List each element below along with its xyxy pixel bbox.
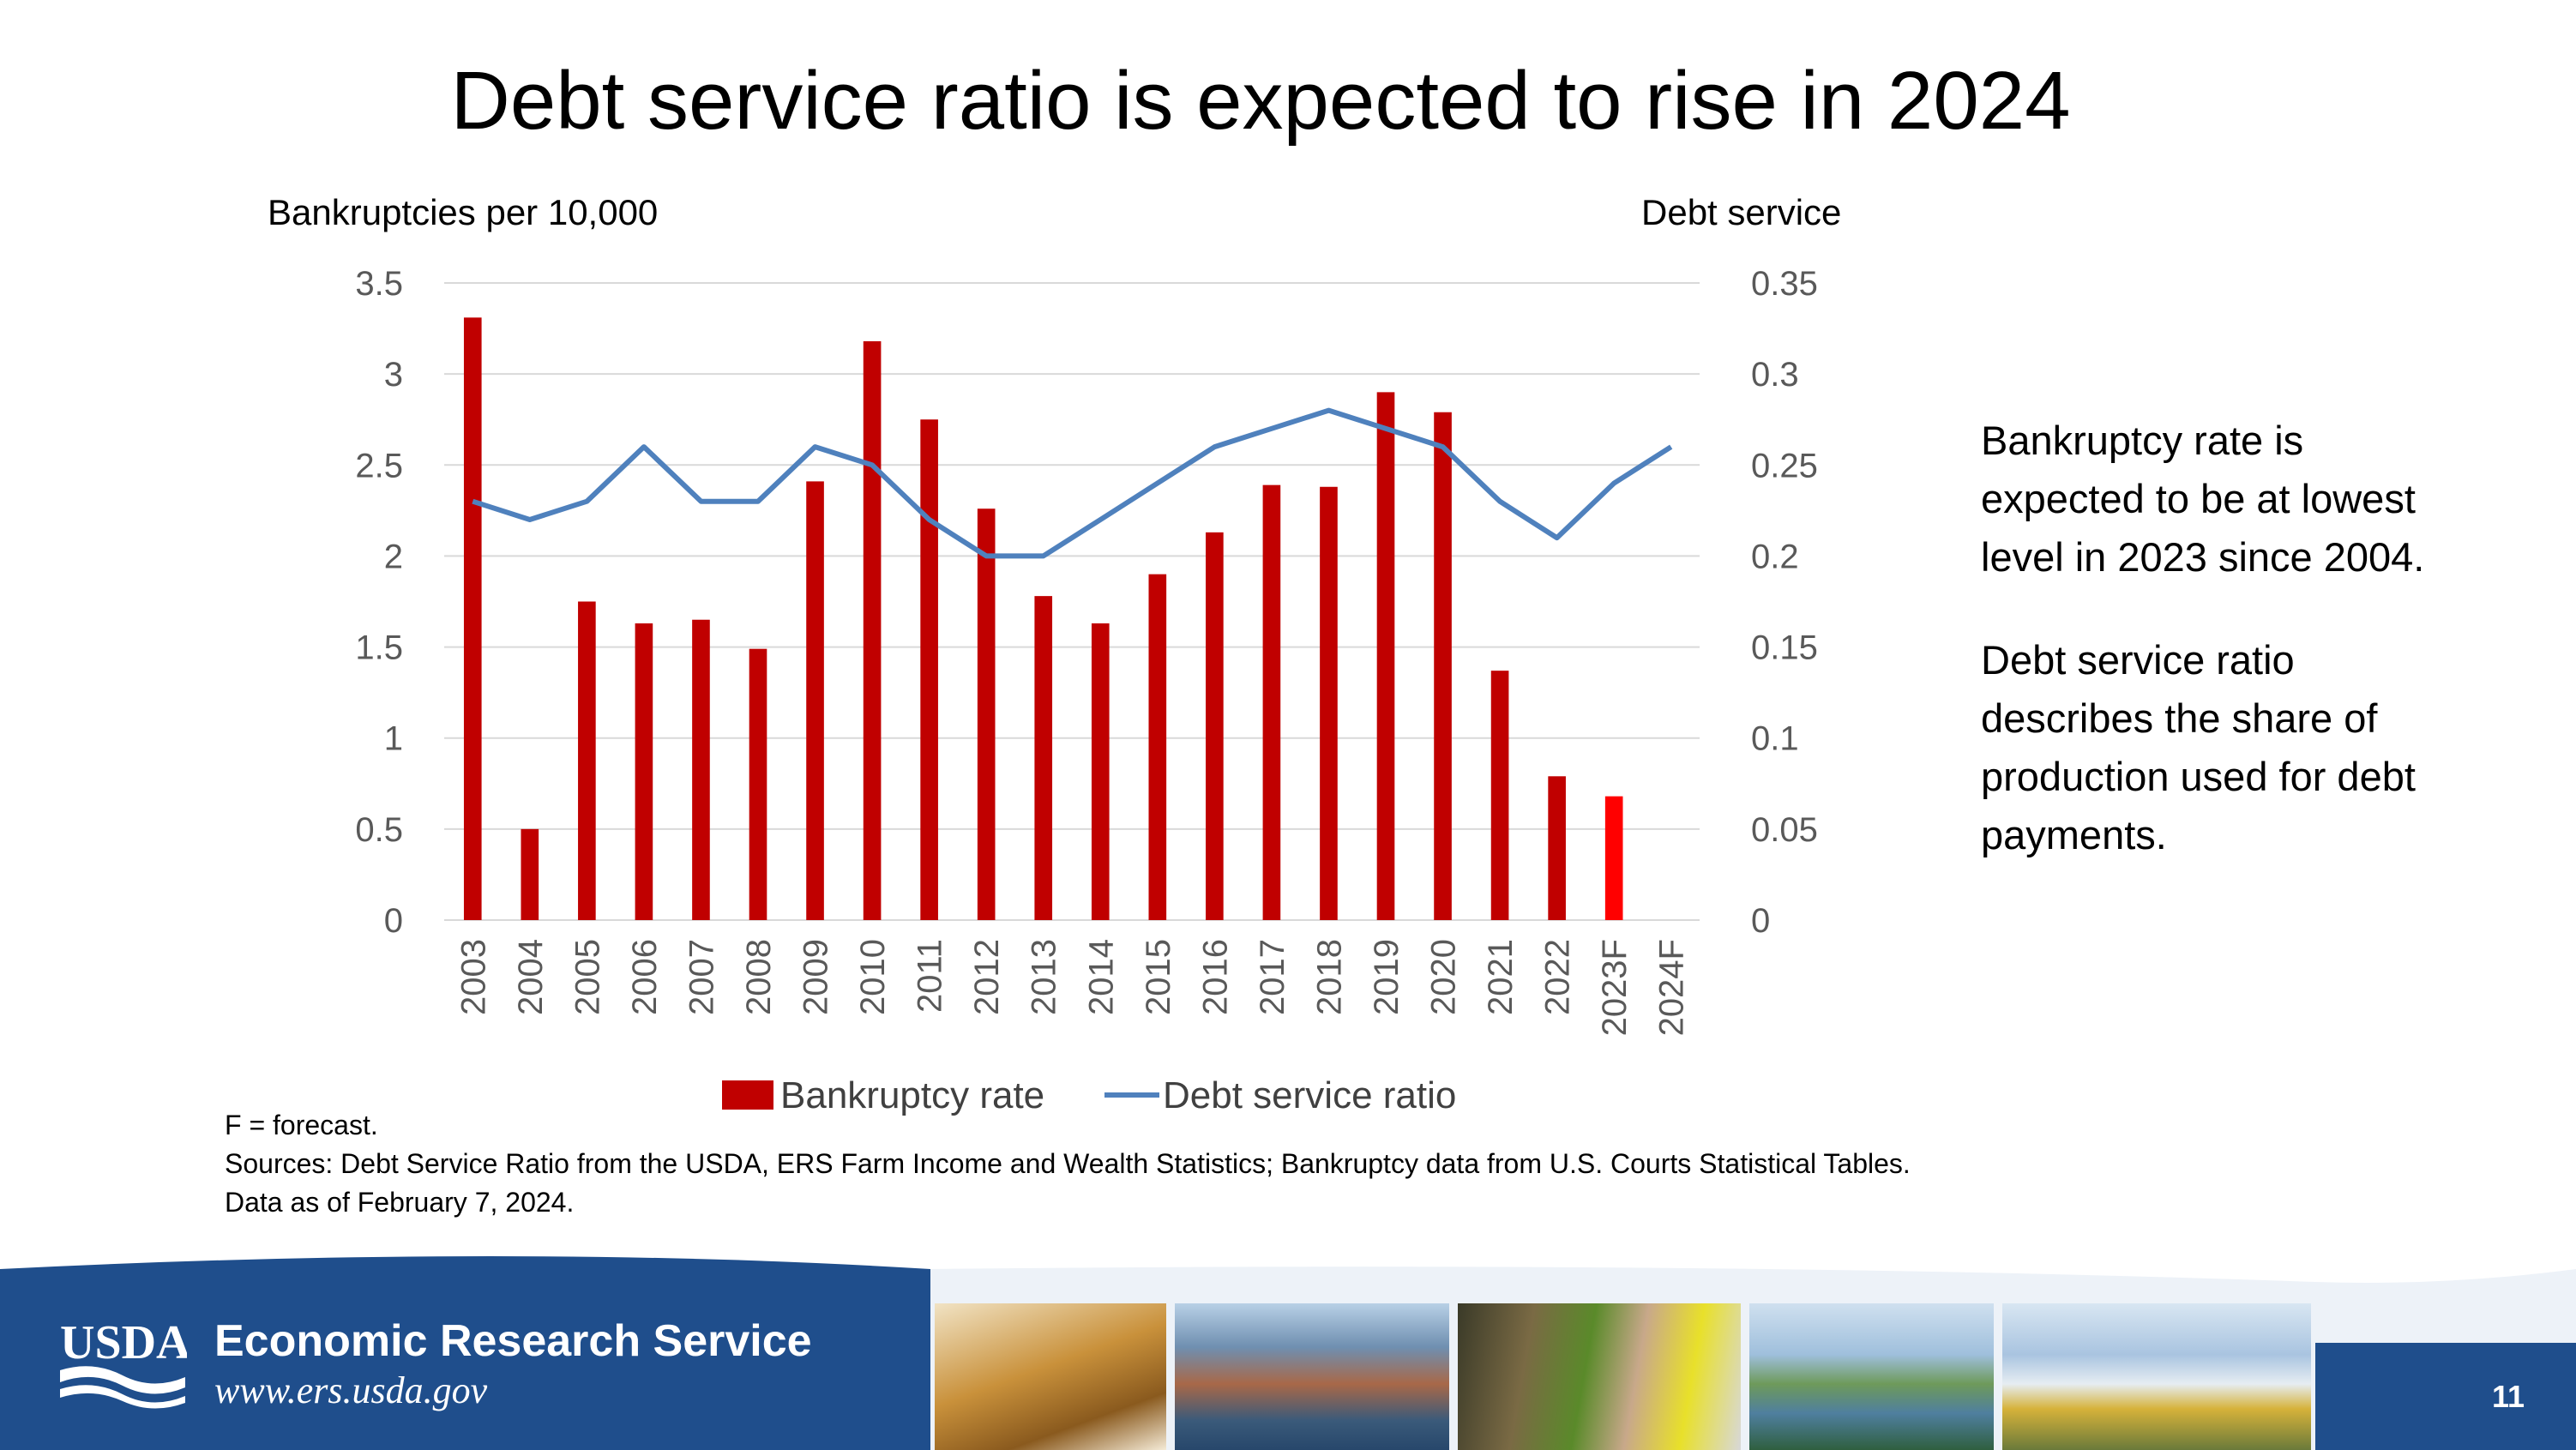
legend-line-label: Debt service ratio: [1163, 1074, 1456, 1116]
right-tick-label: 0.15: [1751, 629, 1818, 667]
right-tick-label: 0.2: [1751, 538, 1799, 575]
x-tick-label: 2003: [454, 939, 492, 1015]
debt-service-line: [472, 407, 1673, 559]
wetland-photo: [1749, 1303, 1994, 1450]
bankruptcy-bar: [806, 481, 824, 920]
bankruptcy-bar: [1091, 623, 1110, 920]
bankruptcy-bar: [578, 601, 596, 920]
bankruptcy-bar: [1548, 776, 1566, 920]
bankruptcy-bar: [521, 828, 539, 920]
x-tick-label: 2019: [1368, 939, 1405, 1015]
sources-footnote: Sources: Debt Service Ratio from the USD…: [225, 1148, 1911, 1218]
side-note-debt-service: Debt service ratio describes the share o…: [1981, 637, 2416, 857]
cargo-ship-photo: [1175, 1303, 1449, 1450]
right-tick-label: 0.3: [1751, 356, 1799, 394]
right-tick-label: 0.25: [1751, 447, 1818, 484]
ers-url-link[interactable]: www.ers.usda.gov: [214, 1369, 488, 1411]
x-tick-label: 2013: [1026, 939, 1063, 1015]
x-tick-label: 2021: [1482, 939, 1520, 1015]
x-tick-label: 2017: [1254, 939, 1291, 1015]
combo-chart: Bankruptcies per 10,000 Debt service 0 0.…: [268, 192, 1841, 1116]
produce-market-photo: [1458, 1303, 1741, 1450]
left-tick-label: 2: [384, 538, 403, 575]
side-note: Bankruptcy rate is expected to be at low…: [1981, 412, 2461, 909]
bankruptcy-bar: [1434, 412, 1452, 920]
usda-logo-icon: USDA: [60, 1316, 187, 1409]
x-tick-label: 2023F: [1596, 939, 1634, 1036]
x-tick-label: 2010: [854, 939, 892, 1015]
side-note-bankruptcy: Bankruptcy rate is expected to be at low…: [1981, 418, 2425, 580]
right-axis-ticks: 0 0.05 0.1 0.15 0.2 0.25 0.3 0.35: [1751, 265, 1818, 940]
ers-org-name: Economic Research Service: [214, 1316, 812, 1366]
right-tick-label: 0: [1751, 902, 1770, 940]
x-tick-label: 2012: [968, 939, 1006, 1015]
left-axis-title: Bankruptcies per 10,000: [268, 192, 658, 232]
left-tick-label: 1: [384, 720, 403, 758]
left-tick-label: 1.5: [355, 629, 403, 667]
bankruptcy-bar: [977, 508, 996, 920]
x-tick-label: 2008: [740, 939, 778, 1015]
x-axis-ticks: 2003 2004 2005 2006 2007 2008 2009 2010 2011 2012…: [454, 939, 1690, 1036]
bankruptcy-bar: [920, 419, 938, 920]
slide-title: Debt service ratio is expected to rise i…: [450, 55, 2071, 147]
bankruptcy-bar: [1490, 671, 1509, 920]
town-photo: [2002, 1303, 2311, 1450]
x-tick-label: 2011: [912, 939, 949, 1013]
legend-bar-label: Bankruptcy rate: [780, 1074, 1044, 1116]
x-tick-label: 2024F: [1653, 939, 1691, 1036]
bankruptcy-bar: [1206, 532, 1224, 920]
x-tick-label: 2009: [797, 939, 835, 1015]
bankruptcy-bar: [1376, 392, 1395, 920]
left-tick-label: 3: [384, 356, 403, 394]
bankruptcy-bar: [1320, 486, 1338, 920]
x-tick-label: 2014: [1082, 939, 1120, 1015]
right-tick-label: 0.1: [1751, 720, 1799, 758]
left-axis-ticks: 0 0.5 1 1.5 2 2.5 3 3.5: [355, 265, 403, 940]
x-tick-label: 2005: [569, 939, 606, 1015]
footnotes: F = forecast. Sources: Debt Service Rati…: [225, 1106, 1940, 1222]
bankruptcy-bar: [1148, 574, 1167, 920]
left-tick-label: 2.5: [355, 447, 403, 484]
gridlines: [444, 282, 1700, 921]
wheat-photo: [935, 1303, 1166, 1450]
bankruptcy-bar: [1034, 596, 1053, 920]
left-tick-label: 0: [384, 902, 403, 940]
footer-banner: USDA Economic Research Service www.ers.u…: [0, 1235, 2576, 1450]
x-tick-label: 2015: [1140, 939, 1177, 1015]
bankruptcy-bar: [463, 317, 482, 920]
x-tick-label: 2004: [512, 939, 550, 1015]
x-tick-label: 2020: [1425, 939, 1463, 1015]
left-tick-label: 3.5: [355, 265, 403, 303]
left-tick-label: 0.5: [355, 811, 403, 849]
x-tick-label: 2022: [1539, 939, 1577, 1015]
right-tick-label: 0.35: [1751, 265, 1818, 303]
right-tick-label: 0.05: [1751, 811, 1818, 849]
usda-logo-text: USDA: [60, 1316, 187, 1369]
bankruptcy-bar: [749, 648, 767, 920]
bankruptcy-bars: [463, 317, 1623, 921]
legend: Bankruptcy rate Debt service ratio: [722, 1074, 1456, 1116]
x-tick-label: 2018: [1310, 939, 1348, 1015]
forecast-footnote: F = forecast.: [225, 1110, 378, 1140]
bankruptcy-bar: [863, 340, 882, 921]
x-tick-label: 2007: [683, 939, 720, 1015]
bankruptcy-bar: [692, 619, 710, 920]
bankruptcy-bar: [1604, 796, 1623, 920]
legend-bar-swatch: [722, 1080, 773, 1110]
right-axis-title: Debt service: [1641, 192, 1841, 232]
bankruptcy-bar: [635, 623, 653, 920]
x-tick-label: 2016: [1196, 939, 1234, 1015]
x-tick-label: 2006: [626, 939, 664, 1015]
page-number: 11: [2491, 1379, 2525, 1414]
bankruptcy-bar: [1262, 484, 1281, 920]
